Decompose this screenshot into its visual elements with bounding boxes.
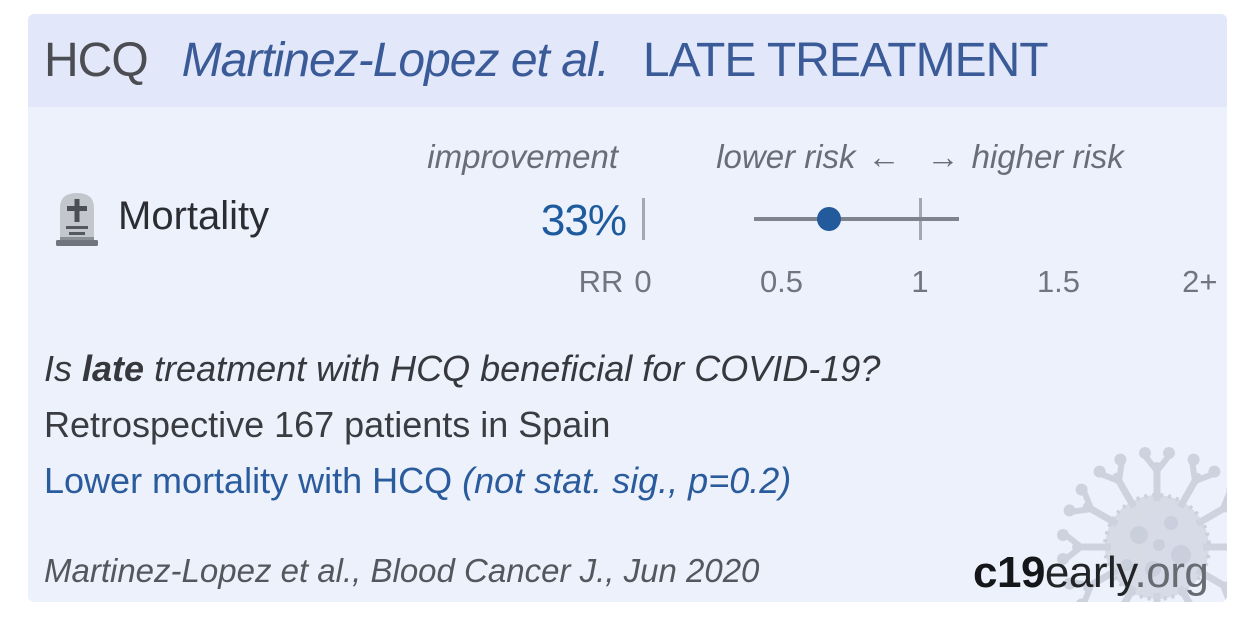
axis-tick-label-05: 0.5 xyxy=(759,264,804,299)
axis-tick-rr0 xyxy=(641,198,645,240)
logo-early: early xyxy=(1044,548,1135,597)
higher-risk-label: higher risk xyxy=(971,138,1124,175)
lower-risk-label: lower risk xyxy=(716,138,856,175)
left-arrow-icon: ← xyxy=(867,138,901,175)
study-design: Retrospective 167 patients in Spain xyxy=(44,404,611,445)
improvement-column-label: improvement xyxy=(427,138,618,175)
citation: Martinez-Lopez et al., Blood Cancer J., … xyxy=(44,552,760,589)
outcome-label: Mortality xyxy=(118,194,270,238)
right-arrow-icon: → xyxy=(926,138,960,175)
question-prefix: Is xyxy=(44,348,73,389)
axis-tick-label-1: 1 xyxy=(911,264,929,299)
tombstone-icon xyxy=(56,193,98,246)
question-suffix: treatment with HCQ beneficial for COVID-… xyxy=(154,348,881,389)
study-summary-card: HCQ Martinez-Lopez et al. LATE TREATMENT… xyxy=(28,14,1227,602)
question-stage-bold: late xyxy=(82,348,145,389)
logo-org: .org xyxy=(1134,548,1209,597)
axis-tick-label-2plus: 2+ xyxy=(1182,264,1218,299)
axis-label-rr: RR xyxy=(578,264,624,299)
ci-line xyxy=(753,217,959,221)
study-question: Is late treatment with HCQ beneficial for … xyxy=(44,348,880,390)
treatment-stage: LATE TREATMENT xyxy=(642,34,1049,87)
risk-direction-label: lower risk ← → higher risk xyxy=(716,138,1124,176)
finding-text: Lower mortality with HCQ xyxy=(44,460,453,501)
logo-c19: c19 xyxy=(973,548,1045,597)
study-finding: Lower mortality with HCQ (not stat. sig.,… xyxy=(44,460,791,502)
finding-significance: (not stat. sig., p=0.2) xyxy=(462,460,792,501)
site-logo: c19early.org xyxy=(973,548,1209,598)
rr-point xyxy=(816,207,841,231)
study-authors: Martinez-Lopez et al. xyxy=(181,34,610,87)
header-bar: HCQ Martinez-Lopez et al. LATE TREATMENT xyxy=(28,14,1227,107)
axis-tick-label-15: 1.5 xyxy=(1036,264,1081,299)
treatment-name: HCQ xyxy=(44,34,149,87)
coronavirus-watermark-icon xyxy=(1047,437,1227,602)
improvement-value: 33% xyxy=(540,196,627,245)
axis-tick-label-0: 0 xyxy=(634,264,652,299)
